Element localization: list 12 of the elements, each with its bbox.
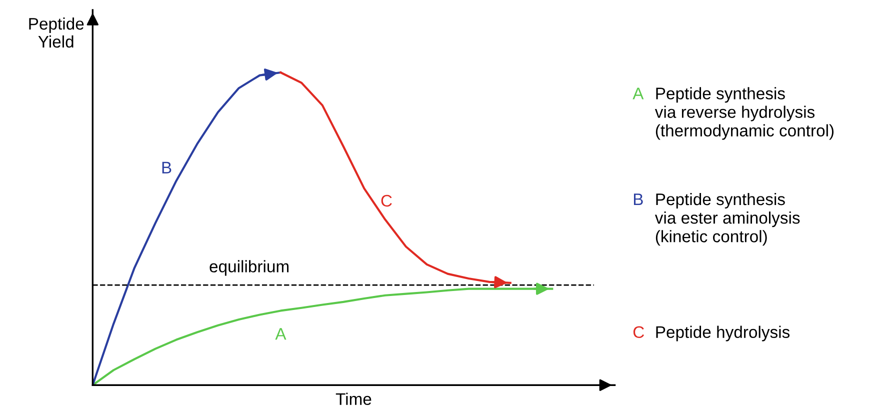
y-axis-title: Peptide Yield <box>29 17 84 48</box>
series-label: A <box>275 328 286 340</box>
ref-line-label: equilibrium <box>210 260 288 276</box>
text: Peptide hydrolysis <box>656 326 790 342</box>
text: C <box>633 326 644 338</box>
text: B <box>634 194 643 206</box>
text: Peptide synthesis via reverse hydrolysis (thermodynamic control) <box>654 87 834 140</box>
x-axis-title: Time <box>336 392 372 405</box>
text: Peptide synthesis via ester aminolysis (kinetic control) <box>654 192 800 246</box>
text: A <box>632 88 644 100</box>
series-label: B <box>162 162 172 174</box>
series-label: C <box>381 194 392 207</box>
